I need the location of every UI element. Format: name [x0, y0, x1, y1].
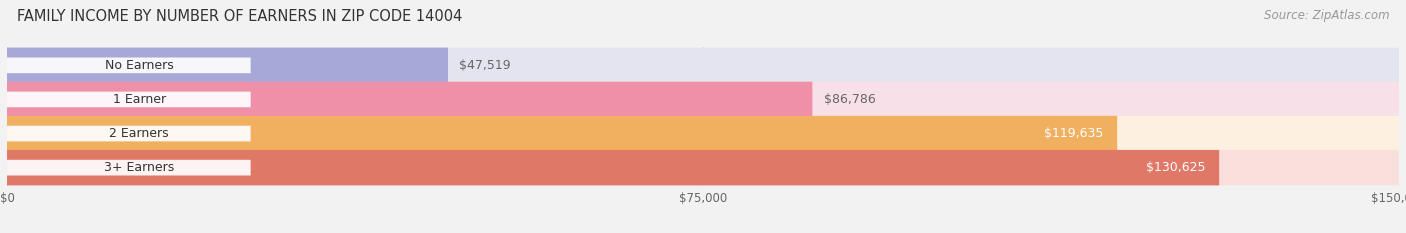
FancyBboxPatch shape: [7, 58, 250, 73]
FancyBboxPatch shape: [7, 160, 250, 175]
Text: 1 Earner: 1 Earner: [112, 93, 166, 106]
Text: $86,786: $86,786: [824, 93, 876, 106]
Text: $130,625: $130,625: [1146, 161, 1205, 174]
FancyBboxPatch shape: [7, 150, 1219, 185]
FancyBboxPatch shape: [7, 116, 1118, 151]
Text: FAMILY INCOME BY NUMBER OF EARNERS IN ZIP CODE 14004: FAMILY INCOME BY NUMBER OF EARNERS IN ZI…: [17, 9, 463, 24]
Text: $119,635: $119,635: [1043, 127, 1104, 140]
Text: $47,519: $47,519: [460, 59, 510, 72]
FancyBboxPatch shape: [7, 48, 449, 83]
FancyBboxPatch shape: [7, 48, 1399, 83]
FancyBboxPatch shape: [7, 82, 1399, 117]
Text: No Earners: No Earners: [105, 59, 173, 72]
Text: Source: ZipAtlas.com: Source: ZipAtlas.com: [1264, 9, 1389, 22]
Text: 2 Earners: 2 Earners: [110, 127, 169, 140]
FancyBboxPatch shape: [7, 82, 813, 117]
FancyBboxPatch shape: [7, 126, 250, 141]
FancyBboxPatch shape: [7, 92, 250, 107]
FancyBboxPatch shape: [7, 116, 1399, 151]
FancyBboxPatch shape: [7, 150, 1399, 185]
Text: 3+ Earners: 3+ Earners: [104, 161, 174, 174]
